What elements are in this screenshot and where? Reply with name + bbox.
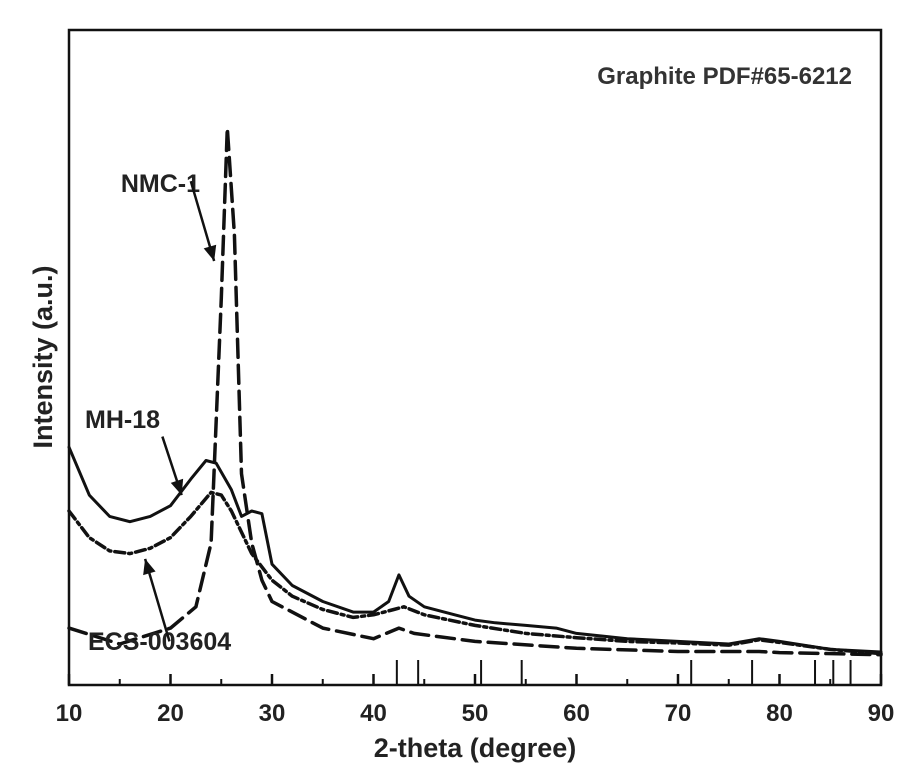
x-tick-label: 10 [56,700,83,727]
series-line-ecs-003604 [67,490,883,656]
x-tick-label: 80 [766,700,793,727]
annotation-label-mh-18: MH-18 [85,406,160,434]
reference-label: Graphite PDF#65-6212 [597,63,852,90]
annotation-label-ecs-003604: ECS-003604 [88,628,231,656]
series-layer [67,126,883,657]
x-tick-label: 70 [665,700,692,727]
x-tick-label: 40 [360,700,387,727]
annotation-arrow-head [143,558,156,576]
x-tick-label: 20 [157,700,184,727]
x-axis-title: 2-theta (degree) [374,733,577,763]
y-axis-title: Intensity (a.u.) [28,265,58,448]
x-tick-label: 50 [462,700,489,727]
annotation-label-nmc-1: NMC-1 [121,170,200,198]
series-line-mh-18 [67,445,883,654]
series-line-nmc-1 [67,126,883,657]
plot-frame [67,28,883,687]
annotation-arrow-head [170,478,184,496]
x-axis-ticks: 10 20 30 40 50 60 70 80 90 [56,674,895,727]
annotation-arrow-head [203,244,217,261]
x-tick-label: 90 [868,700,895,727]
x-tick-label: 60 [563,700,590,727]
x-tick-label: 30 [259,700,286,727]
reference-peaks [395,660,852,685]
annotation-layer: NMC-1 MH-18 ECS-003604 [85,170,231,656]
